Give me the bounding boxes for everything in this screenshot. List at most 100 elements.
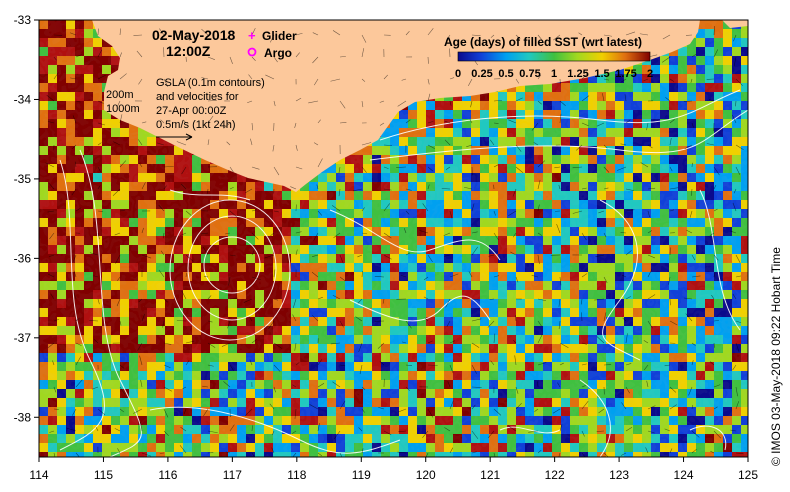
velocity-vector (493, 275, 500, 278)
velocity-vector (449, 273, 459, 278)
velocity-vector (598, 210, 605, 214)
velocity-vector (732, 202, 737, 212)
velocity-vector (405, 364, 413, 366)
velocity-vector (709, 232, 715, 237)
velocity-vector (139, 162, 143, 168)
velocity-vector (119, 28, 122, 36)
glider-symbol: + (248, 28, 256, 43)
velocity-vector (515, 402, 522, 410)
velocity-vector (449, 447, 454, 454)
velocity-vector (405, 320, 412, 329)
velocity-vector (223, 381, 231, 388)
velocity-vector (163, 364, 171, 369)
velocity-vector (713, 26, 715, 36)
velocity-vector (119, 52, 122, 58)
velocity-vector (730, 230, 737, 234)
velocity-vector (689, 210, 693, 218)
velocity-vector (53, 386, 57, 393)
velocity-vector (379, 100, 385, 103)
velocity-vector (182, 386, 187, 390)
velocity-vector (471, 430, 479, 439)
velocity-vector (512, 188, 517, 197)
velocity-vector (625, 426, 633, 432)
velocity-vector (141, 182, 146, 190)
velocity-vector (361, 78, 366, 82)
velocity-vector (185, 340, 195, 344)
velocity-vector (669, 448, 673, 454)
velocity-vector (247, 100, 253, 104)
gsla-line-1: GSLA (0.1m contours) (156, 77, 265, 89)
velocity-vector (202, 385, 209, 388)
velocity-vector (333, 232, 341, 238)
velocity-vector (158, 204, 165, 212)
velocity-vector (537, 362, 547, 366)
velocity-vector (383, 74, 388, 80)
velocity-vector (596, 336, 605, 344)
velocity-vector (640, 162, 649, 168)
velocity-vector (449, 400, 454, 410)
velocity-vector (163, 408, 169, 418)
velocity-vector (401, 78, 407, 81)
velocity-vector (713, 406, 718, 410)
velocity-vector (69, 32, 77, 36)
velocity-vector (405, 252, 411, 256)
velocity-vector (97, 74, 106, 80)
velocity-vector (75, 100, 81, 103)
velocity-vector (427, 340, 433, 344)
velocity-vector (733, 188, 737, 194)
colorbar-gradient (457, 51, 651, 62)
velocity-vector (669, 166, 673, 172)
velocity-vector (251, 232, 259, 240)
velocity-vector (311, 271, 319, 278)
velocity-vector (116, 298, 121, 307)
velocity-vector (49, 430, 55, 433)
velocity-vector (251, 28, 256, 36)
velocity-vector (119, 408, 125, 413)
velocity-vector (625, 333, 628, 344)
velocity-vector (471, 364, 477, 374)
velocity-vector (119, 320, 122, 326)
velocity-vector (449, 210, 453, 219)
velocity-vector (581, 187, 587, 190)
velocity-vector (559, 100, 566, 107)
velocity-vector (643, 78, 649, 82)
velocity-vector (317, 422, 320, 432)
velocity-vector (97, 122, 106, 126)
velocity-vector (75, 54, 82, 58)
glider-label: Glider (262, 29, 297, 43)
velocity-vector (249, 359, 253, 366)
velocity-vector (309, 404, 319, 410)
velocity-vector (621, 402, 627, 410)
velocity-vector (625, 363, 632, 366)
velocity-vector (73, 254, 77, 262)
velocity-vector (207, 115, 214, 124)
velocity-vector (377, 342, 385, 349)
velocity-vector (493, 210, 496, 216)
velocity-vector (47, 121, 55, 124)
velocity-vector (603, 452, 609, 457)
velocity-vector (352, 188, 363, 192)
velocity-vector (141, 452, 152, 457)
velocity-vector (226, 141, 231, 146)
velocity-vector (735, 275, 742, 278)
velocity-vector (251, 166, 260, 170)
velocity-vector (119, 364, 125, 369)
velocity-vector (669, 187, 679, 190)
velocity-vector (185, 210, 192, 216)
velocity-vector (272, 430, 275, 436)
velocity-vector (732, 114, 737, 124)
velocity-vector (449, 364, 454, 373)
velocity-vector (669, 247, 671, 256)
velocity-vector (265, 74, 275, 80)
velocity-vector (581, 122, 589, 127)
velocity-vector (397, 408, 407, 413)
velocity-vector (313, 78, 319, 86)
velocity-vector (159, 28, 165, 36)
velocity-vector (229, 166, 234, 173)
velocity-vector (361, 207, 365, 212)
velocity-vector (317, 296, 323, 300)
velocity-vector (706, 143, 715, 146)
velocity-vector (97, 408, 106, 416)
velocity-vector (515, 315, 517, 322)
velocity-vector (330, 78, 341, 82)
